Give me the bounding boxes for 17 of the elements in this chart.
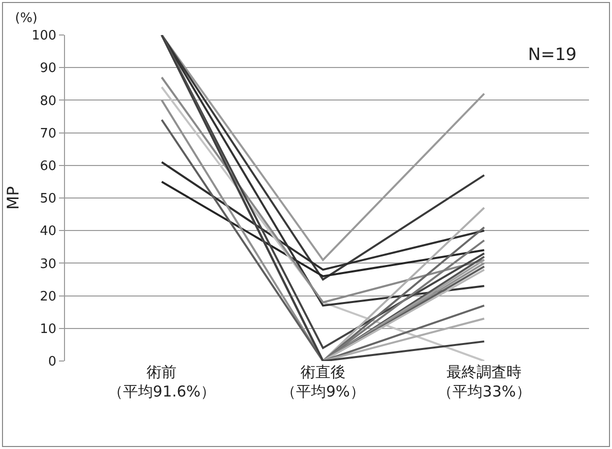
y-axis-title: MP xyxy=(3,186,22,210)
y-tick-label: 100 xyxy=(32,28,56,44)
x-tick-label: 術直後（平均9%） xyxy=(281,363,365,400)
x-tick-label: 術前（平均91.6%） xyxy=(108,363,216,400)
y-tick-label: 60 xyxy=(40,158,56,174)
y-tick-label: 30 xyxy=(40,256,56,272)
y-tick-label: 70 xyxy=(40,126,56,142)
x-tick-label: 最終調査時（平均33%） xyxy=(438,363,531,400)
y-tick-label: 0 xyxy=(48,354,56,370)
y-tick-label: 80 xyxy=(40,94,56,109)
y-tick-label: 20 xyxy=(40,289,56,304)
annotation: N=19 xyxy=(528,45,577,65)
text: (%) xyxy=(15,11,38,26)
y-tick-label: 50 xyxy=(40,192,56,207)
y-tick-label: 90 xyxy=(40,61,56,76)
y-tick-label: 40 xyxy=(40,224,56,240)
y-tick-label: 10 xyxy=(40,322,56,337)
